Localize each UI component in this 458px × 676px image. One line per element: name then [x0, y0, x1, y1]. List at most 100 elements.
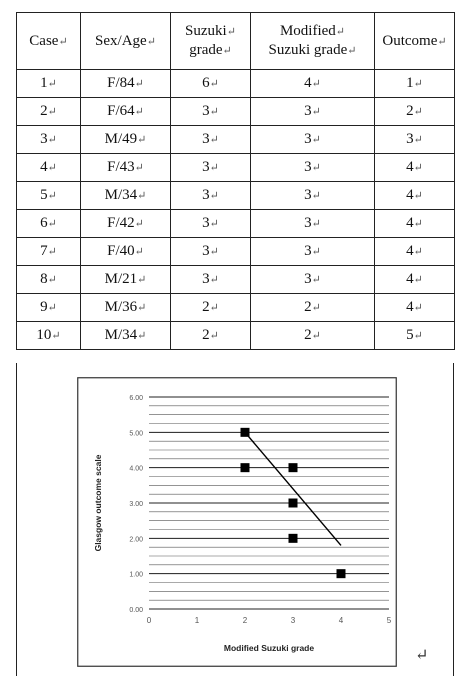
cell-value: 3 — [40, 131, 48, 147]
table-header-row: Case↵ Sex/Age↵ Suzuki↵ grade↵ Modified↵ Suzuk… — [16, 12, 455, 70]
column-header-text: Suzuki — [185, 23, 227, 39]
paragraph-mark: ↵ — [413, 246, 423, 258]
table-row: 1↵ F/84↵ 6↵ 4↵ 1↵ — [16, 69, 455, 98]
table-cell: 2↵ — [250, 293, 375, 322]
paragraph-mark: ↵ — [47, 274, 57, 286]
table-cell: 4↵ — [374, 181, 455, 210]
cell-value: M/21 — [104, 271, 138, 287]
paragraph-mark: ↵ — [311, 330, 321, 342]
paragraph-mark: ↵ — [47, 134, 57, 146]
table-cell: 3↵ — [170, 209, 251, 238]
table-row: 3↵ M/49↵ 3↵ 3↵ 3↵ — [16, 125, 455, 154]
paragraph-mark: ↵ — [47, 162, 57, 174]
column-header: Case↵ — [16, 12, 81, 70]
paragraph-mark: ↵ — [437, 35, 447, 48]
paragraph-mark: ↵ — [415, 647, 429, 664]
x-tick-label: 0 — [147, 616, 152, 625]
paragraph-mark: ↵ — [137, 302, 147, 314]
paragraph-mark: ↵ — [146, 35, 156, 48]
table-body: 1↵ F/84↵ 6↵ 4↵ 1↵ 2↵ F/64↵ 3↵ 3↵ 2↵ 3↵ M/49↵ 3↵ 3↵ 3↵ 4… — [16, 69, 455, 350]
cell-value: F/84 — [107, 75, 135, 91]
paragraph-mark: ↵ — [137, 330, 147, 342]
paragraph-mark: ↵ — [413, 218, 423, 230]
table-cell: 2↵ — [374, 97, 455, 126]
table-cell: 3↵ — [250, 237, 375, 266]
table-cell: 2↵ — [16, 97, 81, 126]
paragraph-mark: ↵ — [137, 274, 147, 286]
table-row: 4↵ F/43↵ 3↵ 3↵ 4↵ — [16, 153, 455, 182]
chart-frame — [77, 377, 397, 667]
chart-panel: 0.00 1.00 2.00 3.00 4.00 5.00 6.00 0 1 2 3 4 5 Modifi… — [16, 363, 454, 676]
cell-value: F/43 — [107, 159, 135, 175]
scatter-chart: 0.00 1.00 2.00 3.00 4.00 5.00 6.00 0 1 2 3 4 5 Modifi… — [77, 377, 397, 667]
cell-value: 3 — [202, 187, 210, 203]
table-row: 7↵ F/40↵ 3↵ 3↵ 4↵ — [16, 237, 455, 266]
paragraph-mark: ↵ — [311, 134, 321, 146]
cell-value: 3 — [202, 131, 210, 147]
cell-value: 3 — [202, 159, 210, 175]
cell-value: 3 — [202, 243, 210, 259]
paragraph-mark: ↵ — [413, 134, 423, 146]
paragraph-mark: ↵ — [209, 246, 219, 258]
cell-value: 3 — [202, 103, 210, 119]
cell-value: 3 — [304, 271, 312, 287]
x-tick-label: 3 — [291, 616, 296, 625]
cell-value: 9 — [40, 299, 48, 315]
table-cell: 3↵ — [170, 97, 251, 126]
y-tick-label: 0.00 — [129, 607, 143, 614]
table-cell: 6↵ — [16, 209, 81, 238]
table-cell: 3↵ — [170, 125, 251, 154]
cell-value: 4 — [406, 243, 414, 259]
column-header-text: Suzuki grade — [268, 42, 348, 58]
paragraph-mark: ↵ — [209, 190, 219, 202]
table-row: 10↵ M/34↵ 2↵ 2↵ 5↵ — [16, 321, 455, 350]
paragraph-mark: ↵ — [209, 78, 219, 90]
cell-value: 3 — [304, 187, 312, 203]
paragraph-mark: ↵ — [226, 26, 236, 38]
data-point — [240, 463, 250, 473]
column-header-text: Sex/Age — [95, 32, 147, 49]
paragraph-mark: ↵ — [209, 330, 219, 342]
cell-value: 2 — [406, 103, 414, 119]
paragraph-mark: ↵ — [134, 106, 144, 118]
cell-value: 2 — [202, 299, 210, 315]
table-cell: M/49↵ — [80, 125, 171, 154]
paragraph-mark: ↵ — [335, 26, 346, 38]
table-cell: 7↵ — [16, 237, 81, 266]
cell-value: 3 — [304, 103, 312, 119]
y-tick-label: 5.00 — [129, 430, 143, 437]
column-header-text: grade — [189, 42, 223, 58]
cell-value: 4 — [406, 215, 414, 231]
cell-value: 2 — [304, 327, 312, 343]
table-cell: 3↵ — [374, 125, 455, 154]
paragraph-mark: ↵ — [413, 274, 423, 286]
cell-value: 1 — [40, 75, 48, 91]
cases-table: Case↵ Sex/Age↵ Suzuki↵ grade↵ Modified↵ Suzuk… — [16, 12, 455, 350]
table-cell: M/21↵ — [80, 265, 171, 294]
cell-value: 4 — [406, 299, 414, 315]
paragraph-mark: ↵ — [311, 162, 321, 174]
paragraph-mark: ↵ — [47, 78, 57, 90]
cell-value: 3 — [304, 243, 312, 259]
y-tick-label: 3.00 — [129, 501, 143, 508]
table-cell: 4↵ — [374, 237, 455, 266]
table-cell: 4↵ — [374, 293, 455, 322]
cell-value: 2 — [40, 103, 48, 119]
y-tick-label: 2.00 — [129, 536, 143, 543]
y-tick-label: 6.00 — [129, 395, 143, 402]
cell-value: 8 — [40, 271, 48, 287]
paragraph-mark: ↵ — [47, 106, 57, 118]
paragraph-mark: ↵ — [413, 162, 423, 174]
table-cell: F/40↵ — [80, 237, 171, 266]
table-cell: 3↵ — [250, 97, 375, 126]
paragraph-mark: ↵ — [47, 246, 57, 258]
cell-value: 4 — [406, 159, 414, 175]
column-header: Suzuki↵ grade↵ — [170, 12, 251, 70]
column-header-text: Outcome — [382, 32, 438, 49]
column-header: Sex/Age↵ — [80, 12, 171, 70]
table-row: 8↵ M/21↵ 3↵ 3↵ 4↵ — [16, 265, 455, 294]
cell-value: 4 — [304, 75, 312, 91]
table-cell: 8↵ — [16, 265, 81, 294]
paragraph-mark: ↵ — [311, 190, 321, 202]
